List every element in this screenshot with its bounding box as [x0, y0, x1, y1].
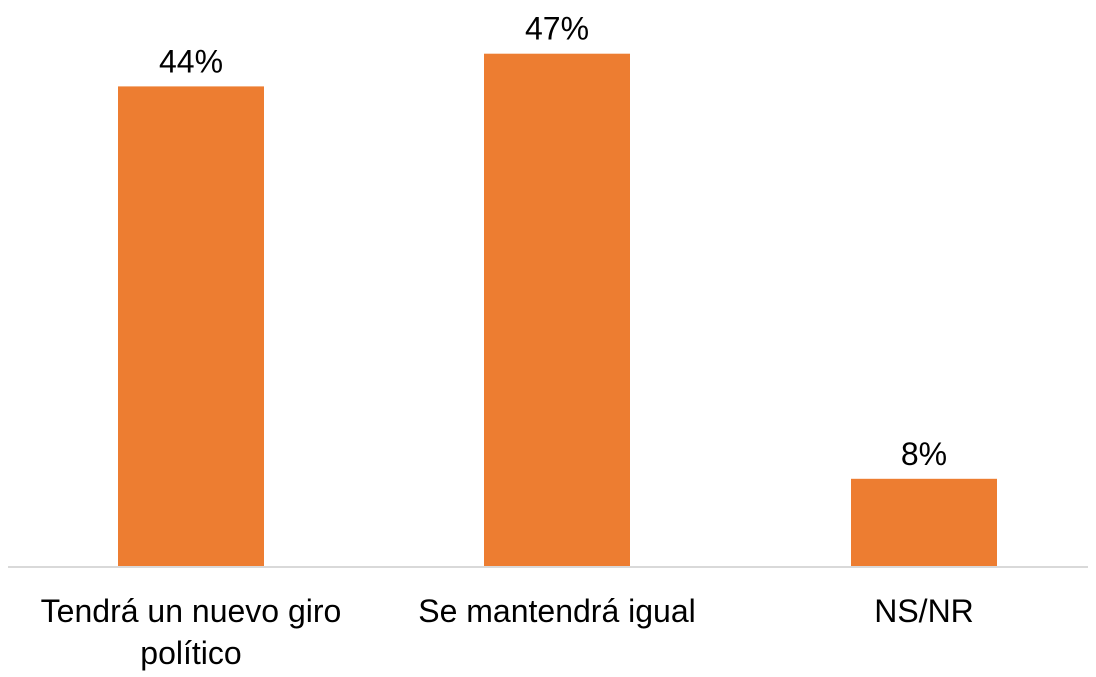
category-label-line: NS/NR	[874, 593, 974, 629]
category-label-line: político	[140, 635, 241, 671]
data-label-2: 8%	[901, 436, 947, 472]
category-label-line: Tendrá un nuevo giro	[41, 593, 342, 629]
category-labels-layer: Tendrá un nuevo giro político Se mantendrá…	[41, 593, 974, 671]
bar-1	[484, 53, 630, 566]
category-label-line: Se mantendrá igual	[418, 593, 696, 629]
category-label-0: Tendrá un nuevo giro político	[41, 593, 342, 671]
bar-2	[851, 478, 997, 566]
data-labels-layer: 44% 47% 8%	[159, 11, 947, 472]
category-label-2: NS/NR	[874, 593, 974, 629]
category-label-1: Se mantendrá igual	[418, 593, 696, 629]
data-label-1: 47%	[525, 11, 589, 47]
bar-0	[118, 86, 264, 567]
bars-layer	[118, 53, 997, 567]
data-label-0: 44%	[159, 43, 223, 79]
